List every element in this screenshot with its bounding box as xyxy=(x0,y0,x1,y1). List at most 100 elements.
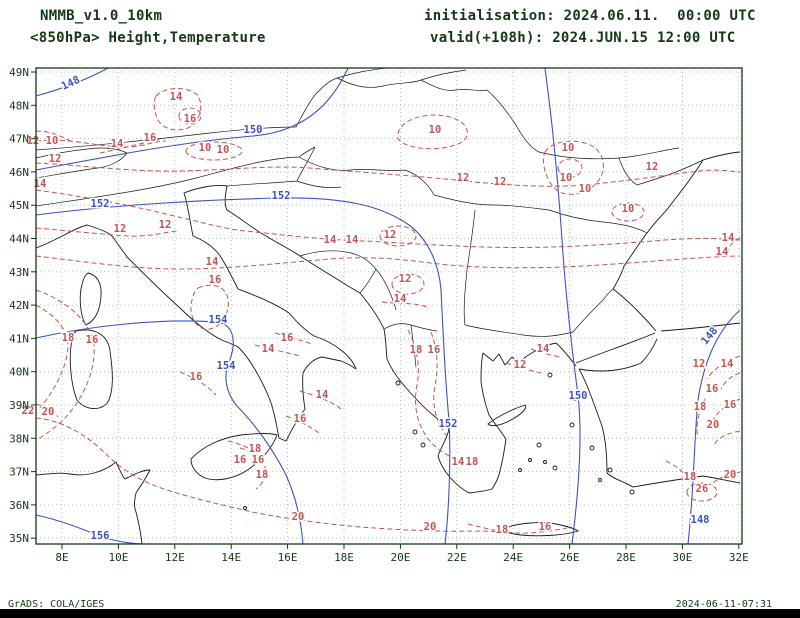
temperature-contour-label: 14 xyxy=(716,246,729,258)
lat-axis-label: 43N xyxy=(9,266,29,279)
lat-axis-label: 41N xyxy=(9,332,29,345)
height-contour-label: 150 xyxy=(569,390,588,402)
height-contour-label: 148 xyxy=(60,74,82,93)
temperature-contour-label: 18 xyxy=(496,524,509,536)
lat-axis-label: 46N xyxy=(9,166,29,179)
lat-axis-label: 49N xyxy=(9,66,29,79)
temperature-contour-label: 10 xyxy=(560,172,573,184)
init-time: initialisation: 2024.06.11. 00:00 UTC xyxy=(424,8,756,24)
valid-time: valid(+108h): 2024.JUN.15 12:00 UTC xyxy=(430,30,736,46)
lat-axis-label: 40N xyxy=(9,366,29,379)
bottom-bar xyxy=(0,609,800,618)
lat-axis-label: 48N xyxy=(9,99,29,112)
temperature-contour-label: 12 xyxy=(646,161,659,173)
height-contour-label: 152 xyxy=(439,418,458,430)
temperature-contour-label: 16 xyxy=(294,413,307,425)
temperature-contour-label: 16 xyxy=(724,399,737,411)
lat-axis-label: 44N xyxy=(9,233,29,246)
lat-axis-label: 38N xyxy=(9,432,29,445)
height-contour-label: 156 xyxy=(91,530,110,542)
temperature-contour-label: 14 xyxy=(316,389,329,401)
temperature-contour-label: 12 xyxy=(457,172,470,184)
temperature-contour-label: 16 xyxy=(86,334,99,346)
temperature-contour-label: 16 xyxy=(144,132,157,144)
temperature-contour-label: 12 xyxy=(384,229,397,241)
lat-axis-label: 45N xyxy=(9,199,29,212)
height-contour-label: 150 xyxy=(244,124,263,136)
lat-axis-label: 39N xyxy=(9,399,29,412)
lon-axis-label: 14E xyxy=(221,551,241,564)
model-title: NMMB_v1.0_10km xyxy=(40,8,163,24)
temperature-contour-label: 20 xyxy=(42,406,55,418)
temperature-contour-label: 14 xyxy=(537,343,550,355)
lon-axis-label: 28E xyxy=(616,551,636,564)
lat-lon-grid xyxy=(36,68,742,544)
temperature-contour-label: 10 xyxy=(429,124,442,136)
temperature-contour-label: 22 xyxy=(22,405,35,417)
height-contours xyxy=(35,67,741,545)
temperature-contour-label: 12 xyxy=(399,273,412,285)
country-borders xyxy=(35,67,704,368)
small-islands xyxy=(243,372,635,510)
temperature-contour-label: 12 xyxy=(693,358,706,370)
temperature-contour-label: 18 xyxy=(256,469,269,481)
temperature-contour-label: 14 xyxy=(721,358,734,370)
temperature-contour-label: 14 xyxy=(170,91,183,103)
temperature-contour-label: 16 xyxy=(190,371,203,383)
temperature-contour-label: 26 xyxy=(696,483,709,495)
lon-axis-label: 26E xyxy=(560,551,580,564)
temperature-contour-label: 12 xyxy=(514,359,527,371)
temperature-contour-label: 10 xyxy=(579,183,592,195)
temperature-contour-label: 20 xyxy=(292,511,305,523)
lon-axis-label: 12E xyxy=(165,551,185,564)
temperature-contour-label: 10 xyxy=(562,142,575,154)
temperature-contour-label: 18 xyxy=(410,344,423,356)
height-contour-label: 152 xyxy=(91,198,110,210)
temperature-contour-label: 18 xyxy=(694,401,707,413)
map-frame xyxy=(35,67,743,545)
grads-credit: GrADS: COLA/IGES xyxy=(8,599,105,610)
lon-axis-label: 20E xyxy=(390,551,410,564)
temperature-contour-label: 14 xyxy=(722,232,735,244)
temperature-contour-label: 10 xyxy=(46,135,59,147)
lat-axis-label: 36N xyxy=(9,499,29,512)
temperature-contour-label: 14 xyxy=(324,234,337,246)
temperature-contour-label: 14 xyxy=(262,343,275,355)
temperature-contour-label: 14 xyxy=(394,293,407,305)
temperature-contour-label: 14 xyxy=(346,234,359,246)
lon-axis-label: 18E xyxy=(334,551,354,564)
lon-axis-label: 30E xyxy=(672,551,692,564)
lat-axis-label: 47N xyxy=(9,133,29,146)
height-contour-label: 152 xyxy=(272,190,291,202)
temperature-contour-label: 16 xyxy=(539,521,552,533)
height-contour-label: 148 xyxy=(691,514,710,526)
temperature-contour-label: 18 xyxy=(466,456,479,468)
temperature-contour-label: 10 xyxy=(199,142,212,154)
temperature-contour-label: 16 xyxy=(252,454,265,466)
creation-timestamp: 2024-06-11-07:31 xyxy=(675,599,772,610)
lat-axis-label: 37N xyxy=(9,466,29,479)
temperature-contour-label: 16 xyxy=(234,454,247,466)
lon-axis-label: 10E xyxy=(108,551,128,564)
lat-axis-label: 35N xyxy=(9,532,29,545)
temperature-contour-label: 16 xyxy=(428,344,441,356)
height-contour-label: 154 xyxy=(209,314,228,326)
temperature-contour-label: 12 xyxy=(494,176,507,188)
field-title: <850hPa> Height,Temperature xyxy=(30,30,266,46)
temperature-contours xyxy=(35,88,741,534)
temperature-contour-label: 20 xyxy=(724,469,737,481)
coastlines xyxy=(35,151,741,545)
temperature-contour-label: 14 xyxy=(111,138,124,150)
axis-labels: 8E 10E 12E 14E 16E 18E 20E 22E 24E 26E 28E 30E 32E 49… xyxy=(9,66,749,564)
temperature-contour-label: 18 xyxy=(684,471,697,483)
lon-axis-label: 22E xyxy=(447,551,467,564)
temperature-contour-label: 18 xyxy=(62,332,75,344)
temperature-contour-label: 16 xyxy=(706,383,719,395)
temperature-contour-label: 16 xyxy=(209,274,222,286)
temperature-contour-label: 16 xyxy=(281,332,294,344)
temperature-contour-label: 16 xyxy=(184,113,197,125)
temperature-contour-label: 14 xyxy=(452,456,465,468)
temperature-contour-label: 10 xyxy=(622,203,635,215)
temperature-contour-label: 18 xyxy=(249,443,262,455)
